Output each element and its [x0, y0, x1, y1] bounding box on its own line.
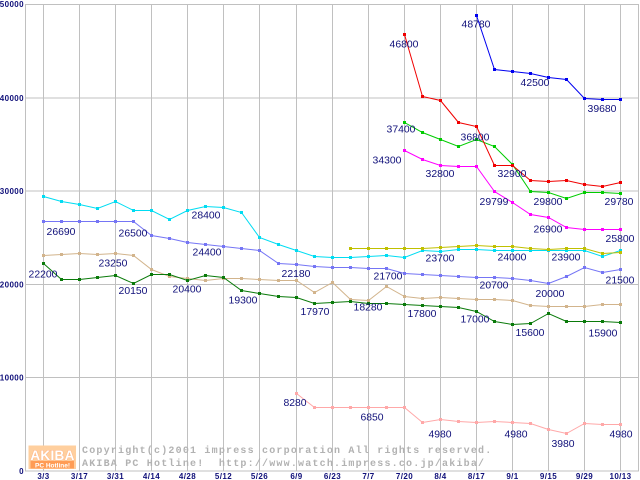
svg-text:6850: 6850: [360, 413, 383, 424]
svg-text:10000: 10000: [0, 374, 24, 383]
svg-text:20400: 20400: [173, 285, 202, 296]
svg-text:32900: 32900: [498, 169, 527, 180]
svg-text:4980: 4980: [609, 430, 632, 441]
svg-text:29800: 29800: [534, 197, 563, 208]
svg-text:23250: 23250: [99, 259, 128, 270]
svg-text:17970: 17970: [301, 307, 330, 318]
svg-text:3/31: 3/31: [107, 472, 124, 480]
svg-text:20700: 20700: [480, 281, 509, 292]
svg-text:7/20: 7/20: [396, 472, 413, 480]
svg-text:30000: 30000: [0, 187, 24, 196]
svg-text:26500: 26500: [119, 229, 148, 240]
svg-text:6/23: 6/23: [324, 472, 341, 480]
svg-text:36800: 36800: [461, 133, 490, 144]
svg-text:32800: 32800: [426, 169, 455, 180]
svg-text:5/26: 5/26: [251, 472, 268, 480]
svg-text:4/14: 4/14: [143, 472, 160, 480]
svg-text:22180: 22180: [282, 269, 311, 280]
svg-text:23900: 23900: [552, 253, 581, 264]
svg-text:5/12: 5/12: [215, 472, 232, 480]
svg-text:3/3: 3/3: [37, 472, 49, 480]
svg-text:42500: 42500: [521, 78, 550, 89]
svg-text:21700: 21700: [374, 272, 403, 283]
svg-text:20150: 20150: [119, 286, 148, 297]
svg-text:37400: 37400: [387, 125, 416, 136]
svg-text:3980: 3980: [551, 439, 574, 450]
svg-text:22200: 22200: [29, 270, 58, 281]
svg-text:15600: 15600: [516, 328, 545, 339]
svg-text:24400: 24400: [193, 248, 222, 259]
svg-text:48780: 48780: [462, 19, 491, 30]
svg-text:20000: 20000: [0, 280, 24, 289]
svg-text:39680: 39680: [588, 104, 617, 115]
svg-text:40000: 40000: [0, 94, 24, 103]
svg-text:46800: 46800: [390, 40, 419, 51]
svg-text:19300: 19300: [229, 296, 258, 307]
svg-text:26690: 26690: [47, 227, 76, 238]
svg-text:AKIBA: AKIBA: [30, 448, 74, 463]
svg-text:25800: 25800: [606, 234, 635, 245]
svg-text:28400: 28400: [192, 211, 221, 222]
svg-text:7/7: 7/7: [362, 472, 374, 480]
svg-text:50000: 50000: [0, 0, 24, 9]
svg-text:10/13: 10/13: [609, 472, 631, 480]
svg-text:9/15: 9/15: [540, 472, 557, 480]
svg-text:4980: 4980: [504, 430, 527, 441]
svg-text:17800: 17800: [408, 309, 437, 320]
svg-text:AKIBA PC Hotline! http://www.: AKIBA PC Hotline! http://www.watch.impre…: [82, 458, 485, 470]
svg-text:8/4: 8/4: [434, 472, 446, 480]
svg-text:4/28: 4/28: [179, 472, 196, 480]
svg-text:9/29: 9/29: [576, 472, 593, 480]
svg-text:9/1: 9/1: [506, 472, 518, 480]
svg-text:PC Hotline!: PC Hotline!: [35, 462, 70, 469]
svg-text:21500: 21500: [606, 276, 635, 287]
svg-text:29799: 29799: [480, 197, 509, 208]
svg-text:26900: 26900: [534, 225, 563, 236]
svg-text:0: 0: [19, 467, 24, 476]
svg-text:24000: 24000: [498, 253, 527, 264]
svg-text:Copyright(c)2001 impress corpo: Copyright(c)2001 impress corporation All…: [82, 445, 492, 457]
svg-text:8/17: 8/17: [468, 472, 485, 480]
svg-text:8280: 8280: [283, 398, 306, 409]
svg-text:15900: 15900: [589, 329, 618, 340]
svg-text:6/9: 6/9: [290, 472, 302, 480]
svg-text:29780: 29780: [605, 197, 634, 208]
svg-text:34300: 34300: [373, 156, 402, 167]
svg-text:3/17: 3/17: [71, 472, 88, 480]
svg-text:18280: 18280: [354, 303, 383, 314]
svg-text:17000: 17000: [461, 315, 490, 326]
svg-text:20000: 20000: [536, 289, 565, 300]
svg-text:4980: 4980: [428, 430, 451, 441]
svg-text:23700: 23700: [426, 254, 455, 265]
